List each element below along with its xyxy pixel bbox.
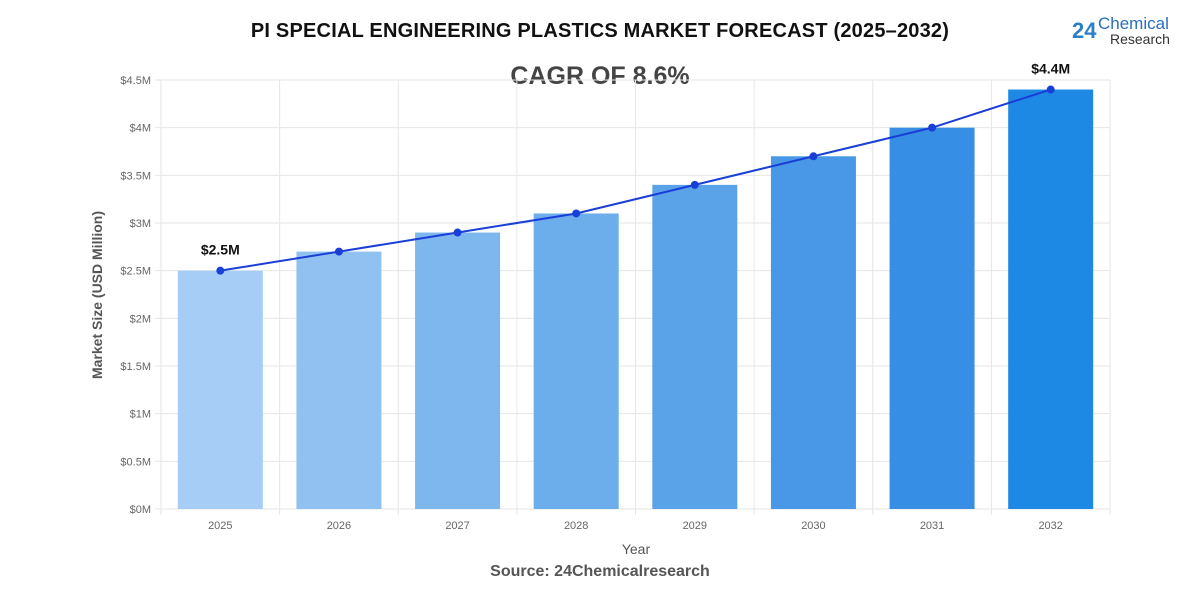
- bar-2025: [177, 270, 263, 509]
- x-tick-label: 2029: [683, 520, 707, 532]
- logo-line2: Research: [1110, 31, 1170, 47]
- trend-point-2031: [928, 123, 937, 132]
- trend-point-2030: [809, 152, 818, 161]
- x-axis-label: Year: [622, 541, 651, 557]
- y-tick-label: $1.5M: [120, 361, 151, 373]
- bar-2031: [889, 127, 975, 510]
- data-label-2025: $2.5M: [201, 242, 240, 258]
- bar-2029: [652, 184, 738, 509]
- y-tick-label: $4M: [130, 123, 151, 135]
- trend-point-2027: [453, 228, 462, 237]
- chart-title: PI SPECIAL ENGINEERING PLASTICS MARKET F…: [250, 20, 950, 42]
- x-tick-label: 2028: [564, 520, 588, 532]
- logo-line1: Chemical: [1098, 14, 1169, 33]
- bar-2032: [1008, 89, 1094, 510]
- x-tick-label: 2027: [445, 520, 469, 532]
- y-tick-label: $0.5M: [120, 456, 151, 468]
- x-tick-label: 2025: [208, 520, 232, 532]
- trend-line: [220, 88, 1051, 272]
- trend-point-2025: [216, 266, 225, 275]
- y-tick-label: $1M: [130, 409, 151, 421]
- y-tick-label: $4.5M: [120, 75, 151, 87]
- chart-subtitle: CAGR OF 8.6%: [510, 62, 690, 90]
- bar-2028: [533, 213, 619, 509]
- y-tick-label: $2.5M: [120, 266, 151, 278]
- x-tick-label: 2030: [801, 520, 825, 532]
- x-tick-label: 2032: [1038, 520, 1062, 532]
- y-tick-label: $3.5M: [120, 170, 151, 182]
- trend-point-2029: [690, 180, 699, 189]
- x-tick-label: 2026: [327, 520, 351, 532]
- x-tick-label: 2031: [920, 520, 944, 532]
- data-label-2032: $4.4M: [1031, 61, 1070, 77]
- trend-point-2032: [1046, 85, 1055, 94]
- bar-2027: [415, 232, 501, 510]
- y-tick-label: $0M: [130, 504, 151, 516]
- trend-point-2026: [334, 247, 343, 256]
- logo-number: 24: [1072, 18, 1097, 43]
- source-note: Source: 24Chemicalresearch: [490, 563, 710, 580]
- bar-2030: [770, 156, 856, 509]
- y-tick-label: $2M: [130, 313, 151, 325]
- bar-2026: [296, 251, 382, 509]
- y-axis-label: Market Size (USD Million): [89, 211, 105, 379]
- trend-point-2028: [572, 209, 581, 218]
- y-tick-label: $3M: [130, 218, 151, 230]
- brand-logo: 24 Chemical Research: [1072, 12, 1200, 48]
